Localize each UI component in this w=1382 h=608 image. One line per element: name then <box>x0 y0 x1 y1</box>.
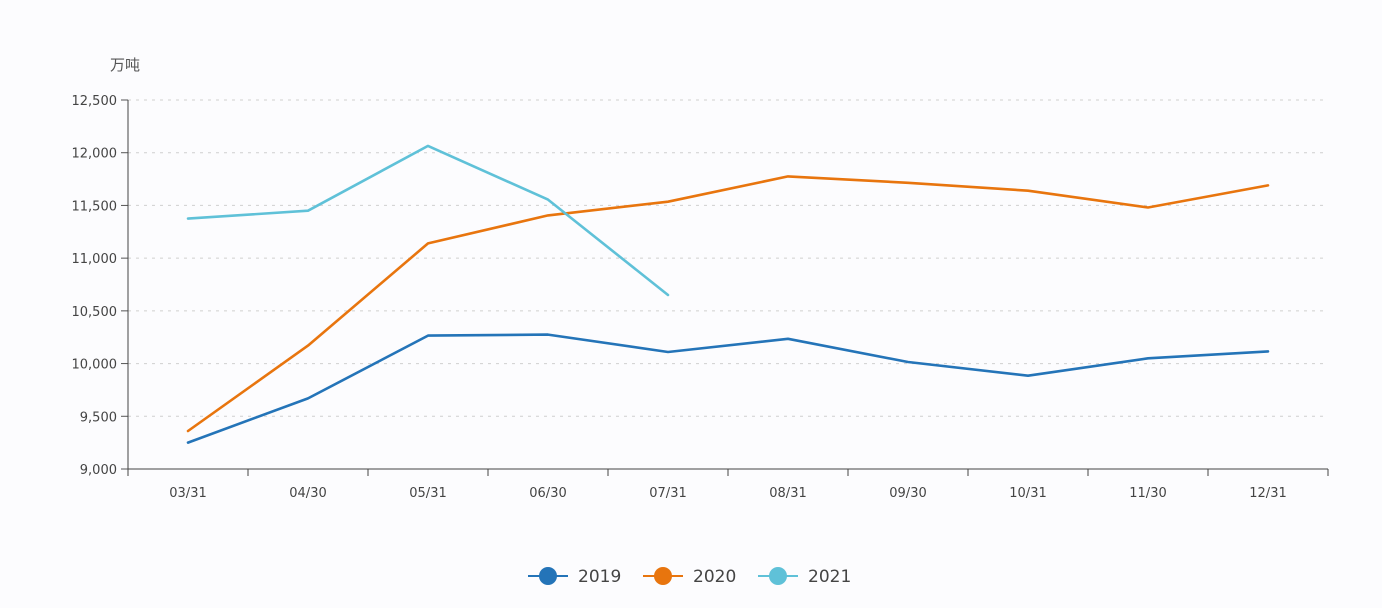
x-tick-label: 06/30 <box>529 486 566 501</box>
y-tick-label: 9,500 <box>80 410 117 425</box>
x-tick-label: 07/31 <box>649 486 686 501</box>
series-line-2021 <box>186 144 670 297</box>
legend-item-2020[interactable]: 2020 <box>643 567 736 587</box>
grid-lines <box>128 99 1328 417</box>
legend-marker <box>769 567 787 585</box>
x-tick-label: 05/31 <box>409 486 446 501</box>
legend-label: 2019 <box>578 567 621 587</box>
y-tick-label: 10,000 <box>72 358 118 373</box>
x-tick-label: 03/31 <box>169 486 206 501</box>
x-tick-label: 12/31 <box>1249 486 1286 501</box>
legend-marker <box>654 567 672 585</box>
legend-item-2021[interactable]: 2021 <box>758 567 851 587</box>
x-tick-label: 10/31 <box>1009 486 1046 501</box>
axes: 9,000 9,500 10,000 10,500 11,000 11,500 12,000… <box>72 94 1329 501</box>
y-tick-label: 12,500 <box>72 94 118 109</box>
x-tick-label: 11/30 <box>1129 486 1166 501</box>
series-line-2020 <box>186 175 1270 433</box>
y-tick-label: 11,500 <box>72 199 118 214</box>
series-lines <box>186 144 1270 444</box>
legend-item-2019[interactable]: 2019 <box>528 567 621 587</box>
y-axis-unit-label: 万吨 <box>110 56 140 74</box>
legend-marker <box>539 567 557 585</box>
legend-label: 2020 <box>693 567 736 587</box>
x-tick-label: 08/31 <box>769 486 806 501</box>
y-tick-label: 12,000 <box>72 147 118 162</box>
y-tick-label: 9,000 <box>80 463 117 478</box>
legend[interactable]: 2019 2020 2021 <box>528 567 851 587</box>
x-tick-label: 04/30 <box>289 486 326 501</box>
y-tick-label: 11,000 <box>72 252 118 267</box>
x-tick-label: 09/30 <box>889 486 926 501</box>
legend-label: 2021 <box>808 567 851 587</box>
series-line-2019 <box>186 333 1270 444</box>
y-tick-label: 10,500 <box>72 305 118 320</box>
